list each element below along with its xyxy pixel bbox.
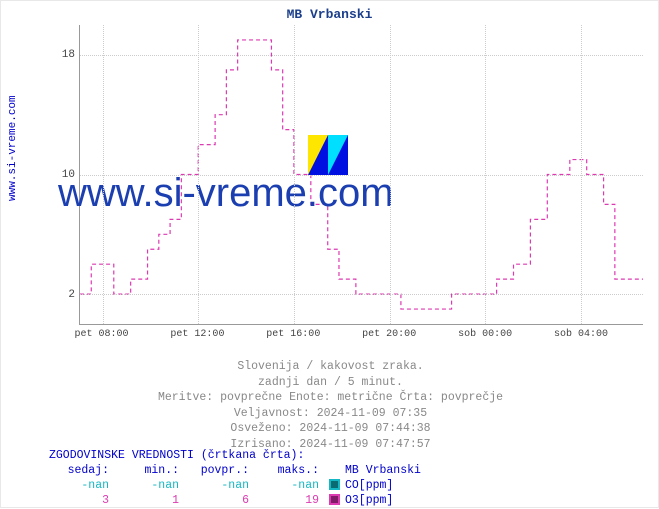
meta-block: Slovenija / kakovost zraka. zadnji dan /… xyxy=(1,359,659,452)
history-cell: 3 xyxy=(49,494,119,509)
gridline-v xyxy=(294,25,295,324)
history-station-label: MB Vrbanski xyxy=(345,464,421,479)
history-cell: 19 xyxy=(259,494,329,509)
meta-line-2: zadnji dan / 5 minut. xyxy=(1,375,659,391)
meta-line-5: Osveženo: 2024-11-09 07:44:38 xyxy=(1,421,659,437)
chart-area: www.si-vreme.com 2 10 18 pet 08:00 pet 12:00… xyxy=(53,25,647,345)
y-tick-label: 10 xyxy=(62,169,75,181)
x-tick-label: pet 20:00 xyxy=(362,329,416,340)
history-col-now: sedaj: xyxy=(49,464,119,479)
plot-area: www.si-vreme.com xyxy=(79,25,643,325)
x-tick-label: pet 16:00 xyxy=(266,329,320,340)
history-cell: -nan xyxy=(49,479,119,494)
history-col-avg: povpr.: xyxy=(189,464,259,479)
x-tick-label: pet 12:00 xyxy=(170,329,224,340)
meta-line-1: Slovenija / kakovost zraka. xyxy=(1,359,659,375)
history-cell: -nan xyxy=(189,479,259,494)
meta-line-4: Veljavnost: 2024-11-09 07:35 xyxy=(1,406,659,422)
gridline-v xyxy=(390,25,391,324)
gridline-v xyxy=(103,25,104,324)
history-data-row: 31619 O3[ppm] xyxy=(49,494,421,509)
y-axis-label: www.si-vreme.com xyxy=(7,95,19,201)
gridline-h xyxy=(80,55,643,56)
history-col-max: maks.: xyxy=(259,464,329,479)
history-cell: 1 xyxy=(119,494,189,509)
history-cell: -nan xyxy=(119,479,189,494)
x-tick-label: pet 08:00 xyxy=(75,329,129,340)
gridline-h xyxy=(80,294,643,295)
gridline-v xyxy=(485,25,486,324)
logo-icon xyxy=(308,135,348,175)
history-cell: -nan xyxy=(259,479,329,494)
y-tick-label: 18 xyxy=(62,49,75,61)
history-header-row: sedaj: min.: povpr.: maks.: MB Vrbanski xyxy=(49,464,421,479)
history-block: ZGODOVINSKE VREDNOSTI (črtkana črta): se… xyxy=(49,449,421,509)
history-cell: 6 xyxy=(189,494,259,509)
y-tick-label: 2 xyxy=(68,289,75,301)
history-data-row: -nan-nan-nan-nanCO[ppm] xyxy=(49,479,421,494)
chart-title: MB Vrbanski xyxy=(1,1,658,22)
legend-swatch xyxy=(329,479,340,490)
gridline-v xyxy=(198,25,199,324)
x-tick-label: sob 00:00 xyxy=(458,329,512,340)
gridline-h xyxy=(80,175,643,176)
history-col-min: min.: xyxy=(119,464,189,479)
legend-label: CO[ppm] xyxy=(345,479,393,494)
gridline-v xyxy=(581,25,582,324)
meta-line-3: Meritve: povprečne Enote: metrične Črta:… xyxy=(1,390,659,406)
x-tick-label: sob 04:00 xyxy=(554,329,608,340)
legend-swatch xyxy=(329,494,340,505)
legend-label: O3[ppm] xyxy=(345,494,393,509)
history-title: ZGODOVINSKE VREDNOSTI (črtkana črta): xyxy=(49,449,421,464)
